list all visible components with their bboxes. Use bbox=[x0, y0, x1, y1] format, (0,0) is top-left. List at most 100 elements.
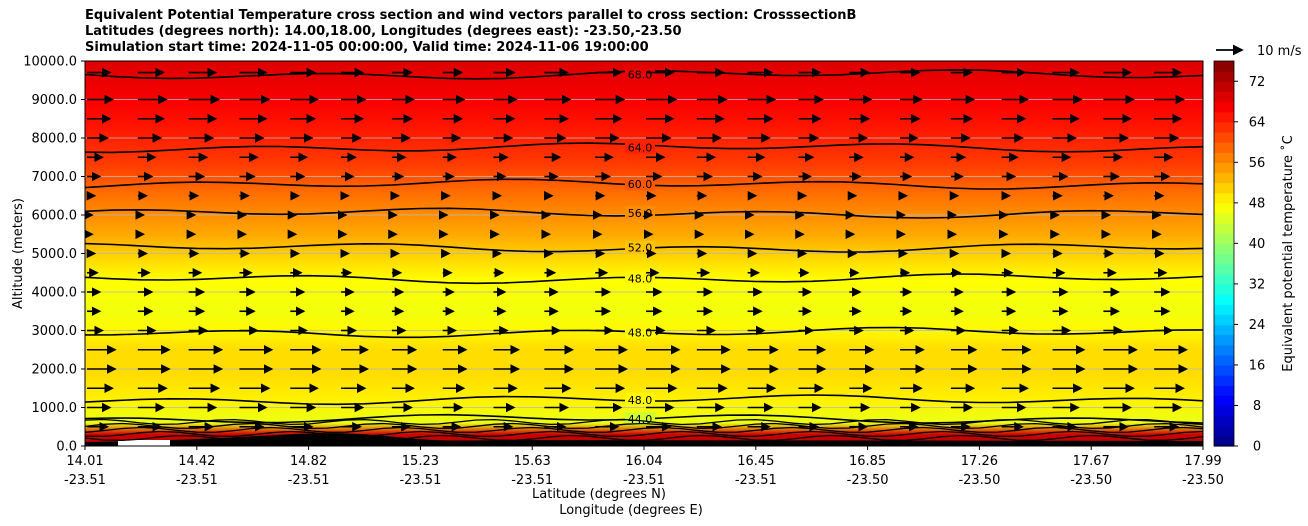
colorbar-band bbox=[1214, 334, 1234, 346]
colorbar-band bbox=[1214, 283, 1234, 295]
colorbar-band bbox=[1214, 223, 1234, 234]
y-tick-label: 2000.0 bbox=[32, 363, 78, 378]
colorbar-band bbox=[1214, 324, 1234, 336]
wind-vector-layer bbox=[85, 67, 1189, 432]
y-tick-label: 0.0 bbox=[56, 440, 77, 455]
colorbar-tick-label: 0 bbox=[1253, 440, 1261, 455]
x-tick-label-lat: 16.45 bbox=[737, 454, 774, 469]
colorbar-band bbox=[1214, 304, 1234, 315]
contour-label: 44.0 bbox=[628, 413, 653, 426]
y-tick-label: 8000.0 bbox=[32, 132, 78, 147]
colorbar-band bbox=[1214, 253, 1234, 265]
colorbar-band bbox=[1214, 81, 1234, 92]
colorbar-frame bbox=[1213, 60, 1235, 447]
colorbar-band bbox=[1214, 192, 1234, 204]
colorbar-band bbox=[1214, 294, 1234, 305]
x-axis-label-lat: Latitude (degrees N) bbox=[532, 487, 666, 502]
contour-label-bg bbox=[625, 392, 655, 406]
colorbar-band bbox=[1214, 172, 1234, 184]
contour-label: 64.0 bbox=[628, 142, 653, 155]
x-tick-label-lon: -23.50 bbox=[1182, 473, 1224, 488]
colorbar: 0 8 16 24 32 40 48 56 64 72 Equivalent potential t… bbox=[1213, 60, 1296, 455]
colorbar-tick-label: 48 bbox=[1249, 196, 1266, 211]
colorbar-band bbox=[1214, 71, 1234, 82]
contour-label: 60.0 bbox=[628, 178, 653, 191]
colorbar-tick-label: 40 bbox=[1249, 237, 1266, 252]
contour-label: 52.0 bbox=[628, 242, 653, 255]
x-tick-label-lon: -23.50 bbox=[847, 473, 889, 488]
x-tick-label-lat: 15.63 bbox=[514, 454, 551, 469]
colorbar-tick-label: 72 bbox=[1249, 75, 1266, 90]
title-line-1: Equivalent Potential Temperature cross s… bbox=[85, 8, 857, 23]
x-tick-label-lon: -23.51 bbox=[64, 473, 106, 488]
x-tick-label-lat: 17.99 bbox=[1184, 454, 1221, 469]
colorbar-tick-label: 8 bbox=[1253, 399, 1261, 414]
colorbar-tick-label: 32 bbox=[1249, 277, 1266, 292]
y-tick-label: 6000.0 bbox=[32, 209, 78, 224]
chart-title: Equivalent Potential Temperature cross s… bbox=[85, 8, 856, 56]
x-tick-label-lat: 17.26 bbox=[961, 454, 998, 469]
y-axis-label: Altitude (meters) bbox=[11, 198, 26, 309]
title-line-2: Latitudes (degrees north): 14.00,18.00, … bbox=[85, 24, 682, 39]
y-tick-label: 1000.0 bbox=[32, 401, 78, 416]
colorbar-band bbox=[1214, 405, 1234, 417]
colorbar-band bbox=[1214, 273, 1234, 285]
x-tick-label-lat: 15.23 bbox=[402, 454, 439, 469]
x-tick-label-lat: 14.82 bbox=[290, 454, 327, 469]
colorbar-band bbox=[1214, 202, 1234, 214]
contour-label: 48.0 bbox=[628, 394, 653, 407]
colorbar-tick-label: 24 bbox=[1249, 318, 1266, 333]
colorbar-tick-label: 56 bbox=[1249, 156, 1266, 171]
colorbar-band bbox=[1214, 395, 1234, 407]
colorbar-band bbox=[1214, 415, 1234, 427]
contour-label: 48.0 bbox=[628, 326, 653, 339]
contour-label-bg bbox=[625, 325, 655, 339]
surface-contour bbox=[85, 418, 1203, 426]
colorbar-band bbox=[1214, 131, 1234, 143]
x-tick-label-lat: 16.04 bbox=[625, 454, 662, 469]
colorbar-tick-label: 64 bbox=[1249, 115, 1266, 130]
contour-label: 56.0 bbox=[628, 207, 653, 220]
colorbar-band bbox=[1214, 101, 1234, 113]
title-line-3: Simulation start time: 2024-11-05 00:00:… bbox=[85, 40, 649, 55]
colorbar-band bbox=[1214, 121, 1234, 133]
axes-layer: 0.0 1000.0 2000.0 3000.0 4000.0 5000.0 6000.0 7… bbox=[11, 44, 1302, 518]
x-tick-label-lon: -23.51 bbox=[623, 473, 665, 488]
x-tick-label-lon: -23.51 bbox=[176, 473, 218, 488]
colorbar-label: Equivalent potential temperature ˚C bbox=[1280, 135, 1296, 371]
y-tick-label: 4000.0 bbox=[32, 286, 78, 301]
colorbar-band bbox=[1214, 152, 1234, 163]
quiver-key-label: 10 m/s bbox=[1257, 44, 1302, 59]
contour-label: 68.0 bbox=[628, 68, 653, 81]
colorbar-band bbox=[1214, 263, 1234, 275]
contour-label-bg bbox=[625, 140, 655, 154]
surface-contour bbox=[85, 430, 1203, 438]
colorbar-tick-label: 16 bbox=[1249, 358, 1266, 373]
x-axis-label-lon: Longitude (degrees E) bbox=[559, 503, 703, 518]
colorbar-band bbox=[1214, 61, 1234, 72]
contour-label-bg bbox=[625, 67, 655, 81]
x-tick-label-lon: -23.51 bbox=[511, 473, 553, 488]
x-tick-label-lon: -23.50 bbox=[1070, 473, 1112, 488]
x-tick-label-lon: -23.51 bbox=[735, 473, 777, 488]
colorbar-band bbox=[1214, 344, 1234, 356]
contour-label-bg bbox=[625, 177, 655, 191]
colorbar-band bbox=[1214, 233, 1234, 244]
colorbar-band bbox=[1214, 435, 1234, 447]
colorbar-band bbox=[1214, 142, 1234, 153]
x-tick-label-lat: 14.01 bbox=[66, 454, 103, 469]
colorbar-band bbox=[1214, 91, 1234, 103]
colorbar-band bbox=[1214, 385, 1234, 396]
colorbar-band bbox=[1214, 364, 1234, 376]
colorbar-band bbox=[1214, 182, 1234, 194]
surface-contour bbox=[85, 434, 1203, 442]
colorbar-band bbox=[1214, 212, 1234, 224]
colorbar-band bbox=[1214, 314, 1234, 326]
colorbar-band bbox=[1214, 162, 1234, 174]
contour-label-bg bbox=[625, 271, 655, 285]
x-tick-label-lat: 17.67 bbox=[1073, 454, 1110, 469]
y-tick-label: 5000.0 bbox=[32, 247, 78, 262]
colorbar-band bbox=[1214, 425, 1234, 437]
colorbar-band bbox=[1214, 354, 1234, 366]
